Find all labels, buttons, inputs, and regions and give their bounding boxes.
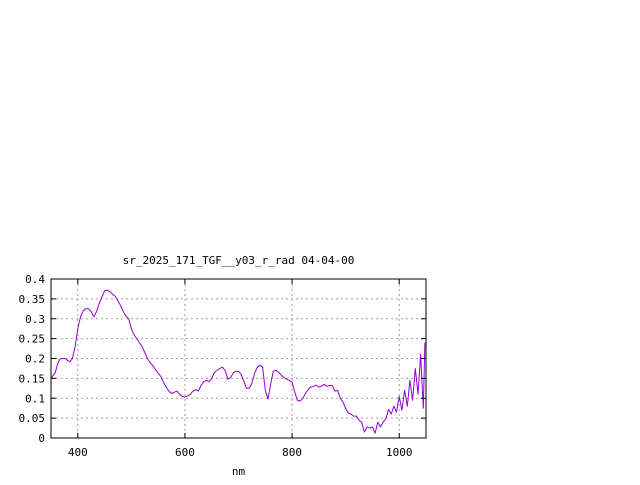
tick-labels: 0 0.05 0.1 0.15 0.2 0.25 0.3 0.35 0.4 400 600 800 10… — [19, 273, 413, 459]
y-tick-label: 0.35 — [19, 293, 46, 306]
x-tick-label: 1000 — [386, 446, 413, 459]
y-tick-label: 0 — [38, 432, 45, 445]
y-tick-label: 0.1 — [25, 392, 45, 405]
series-line — [50, 289, 426, 434]
y-tick-label: 0.25 — [19, 333, 46, 346]
x-tick-label: 600 — [175, 446, 195, 459]
chart-title: sr_2025_171_TGF__y03_r_rad 04-04-00 — [123, 254, 355, 267]
y-tick-label: 0.3 — [25, 313, 45, 326]
y-tick-label: 0.05 — [19, 412, 46, 425]
y-tick-label: 0.2 — [25, 353, 45, 366]
grid-lines — [51, 279, 426, 438]
tick-marks — [51, 278, 426, 439]
y-tick-label: 0.15 — [19, 372, 46, 385]
y-tick-label: 0.4 — [25, 273, 45, 286]
series-layer — [50, 289, 426, 434]
x-tick-label: 400 — [68, 446, 88, 459]
x-axis-label: nm — [232, 465, 246, 478]
x-tick-label: 800 — [282, 446, 302, 459]
